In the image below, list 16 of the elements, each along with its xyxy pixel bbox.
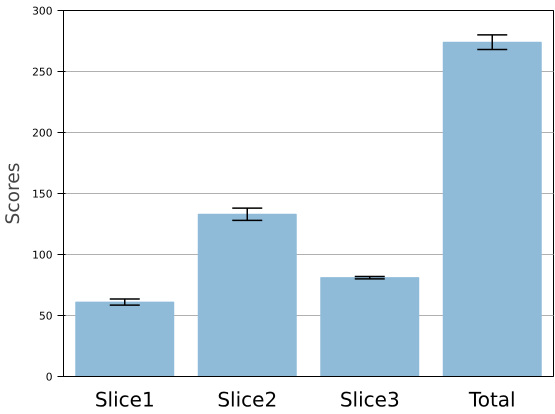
bar [198,214,297,376]
y-tick-label: 50 [38,310,53,322]
y-tick-label: 200 [32,126,53,140]
y-tick-label: 0 [46,370,53,384]
bar [75,302,174,376]
y-tick-label: 300 [32,4,53,18]
bar [320,277,420,376]
y-axis-title: Scores [3,162,24,224]
x-tick-label: Total [468,388,516,412]
x-tick-label: Slice2 [217,388,278,412]
x-tick-label: Slice1 [94,388,155,412]
bar [442,42,542,376]
x-tick-label: Slice3 [340,388,400,412]
y-tick-label: 250 [32,66,53,78]
y-tick-label: 100 [32,248,53,262]
y-tick-label: 150 [32,188,53,200]
